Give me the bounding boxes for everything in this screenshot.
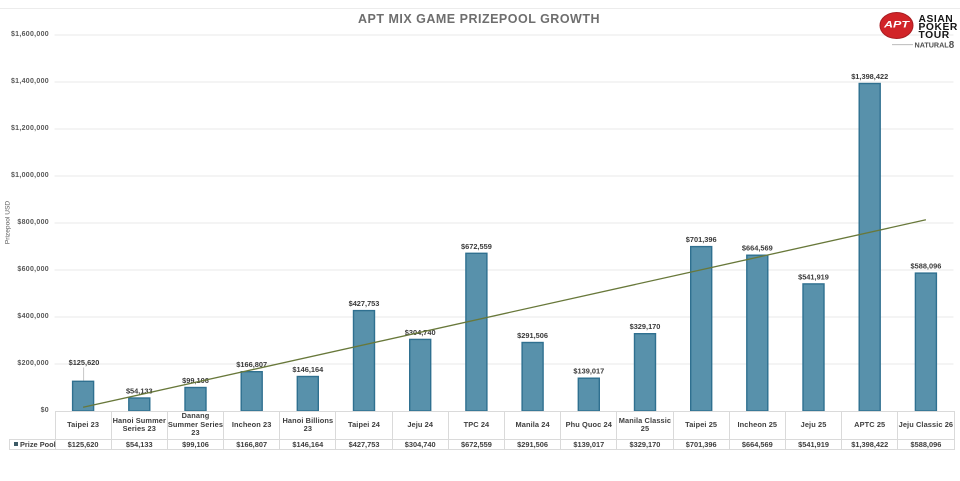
svg-text:$99,106: $99,106 [182, 376, 209, 385]
svg-text:$329,170: $329,170 [630, 322, 661, 331]
svg-text:NATURAL8: NATURAL8 [915, 40, 955, 51]
svg-text:APT: APT [883, 20, 911, 31]
svg-text:$701,396: $701,396 [686, 235, 717, 244]
svg-text:$672,559: $672,559 [461, 242, 492, 251]
svg-text:$588,096: $588,096 [910, 262, 941, 271]
svg-text:TOUR: TOUR [919, 30, 950, 41]
svg-text:$541,919: $541,919 [798, 272, 829, 281]
svg-text:$54,133: $54,133 [126, 387, 153, 396]
svg-text:POKER: POKER [919, 22, 958, 33]
svg-text:ASIAN: ASIAN [919, 14, 954, 25]
svg-text:$291,506: $291,506 [517, 331, 548, 340]
svg-text:$166,807: $166,807 [236, 360, 267, 369]
svg-text:$146,164: $146,164 [292, 365, 324, 374]
svg-text:$1,398,422: $1,398,422 [851, 72, 888, 81]
svg-text:$139,017: $139,017 [573, 367, 604, 376]
svg-text:$125,620: $125,620 [69, 358, 100, 367]
svg-text:$427,753: $427,753 [349, 299, 380, 308]
svg-text:$664,569: $664,569 [742, 244, 773, 253]
